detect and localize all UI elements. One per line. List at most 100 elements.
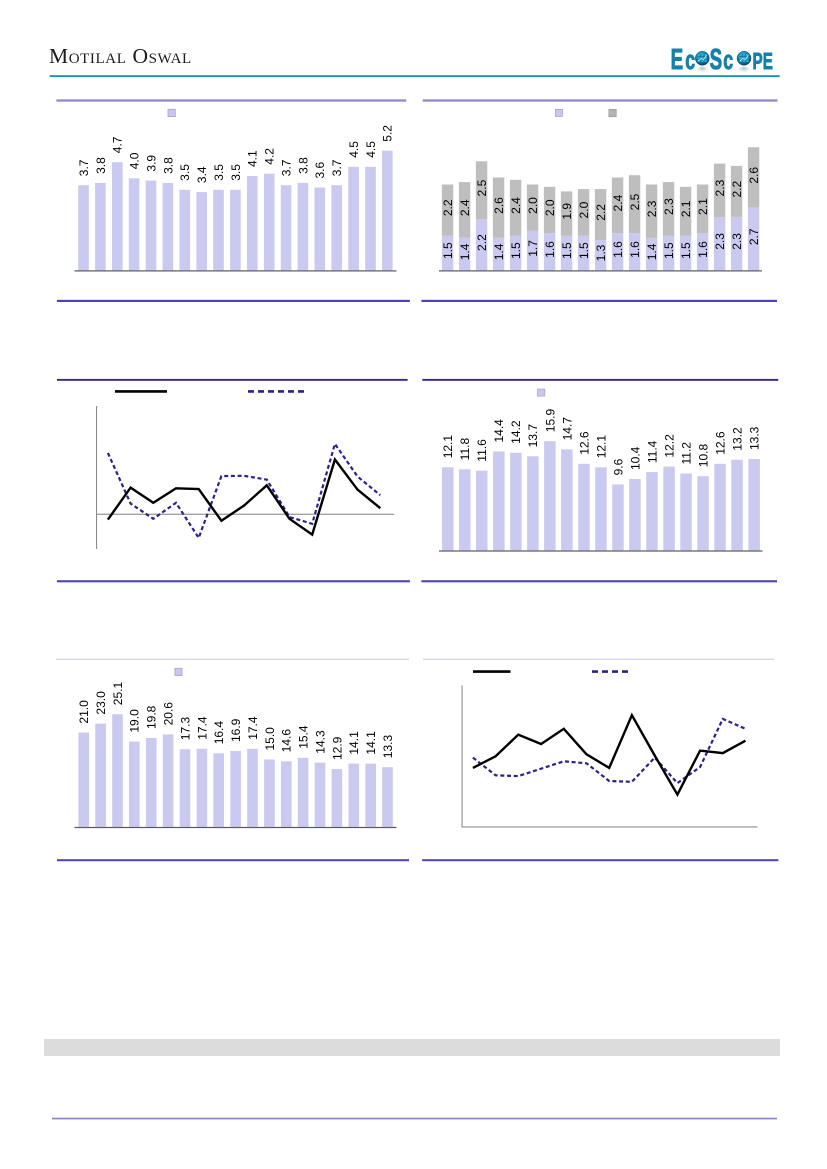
svg-text:1.6: 1.6 <box>543 241 557 258</box>
svg-text:13.7: 13.7 <box>526 424 540 448</box>
svg-text:2.1: 2.1 <box>679 200 693 217</box>
svg-text:4.7: 4.7 <box>111 136 125 153</box>
svg-text:1.3: 1.3 <box>594 244 608 261</box>
svg-text:10.4: 10.4 <box>628 446 642 470</box>
svg-text:2.3: 2.3 <box>713 233 727 250</box>
svg-text:19.0: 19.0 <box>128 709 142 733</box>
svg-text:11.6: 11.6 <box>475 439 489 462</box>
svg-text:2.2: 2.2 <box>730 181 744 198</box>
svg-text:2.0: 2.0 <box>526 197 540 214</box>
svg-text:13.3: 13.3 <box>748 426 762 450</box>
svg-text:14.1: 14.1 <box>347 731 361 755</box>
svg-text:3.5: 3.5 <box>178 164 192 181</box>
svg-text:1.5: 1.5 <box>577 242 591 259</box>
svg-text:E: E <box>763 49 773 75</box>
svg-text:2.3: 2.3 <box>713 179 727 196</box>
svg-text:1.4: 1.4 <box>458 243 472 260</box>
svg-text:3.4: 3.4 <box>195 166 209 183</box>
svg-text:15.9: 15.9 <box>543 409 557 433</box>
svg-text:16.9: 16.9 <box>229 718 243 742</box>
svg-text:2.6: 2.6 <box>747 167 761 184</box>
svg-text:14.2: 14.2 <box>509 420 523 444</box>
svg-text:c: c <box>723 44 733 75</box>
svg-text:1.9: 1.9 <box>560 203 574 220</box>
svg-text:4.1: 4.1 <box>246 150 260 167</box>
svg-text:2.7: 2.7 <box>747 228 761 245</box>
svg-text:12.6: 12.6 <box>577 431 591 455</box>
svg-text:14.1: 14.1 <box>364 731 378 755</box>
svg-text:c: c <box>685 44 695 75</box>
svg-text:15.4: 15.4 <box>297 725 311 749</box>
svg-text:2.5: 2.5 <box>628 193 642 210</box>
svg-text:2.4: 2.4 <box>611 194 625 211</box>
svg-text:2.0: 2.0 <box>543 199 557 216</box>
svg-text:15.0: 15.0 <box>263 727 277 751</box>
svg-text:3.8: 3.8 <box>296 157 310 174</box>
svg-text:3.9: 3.9 <box>144 155 158 172</box>
svg-text:1.6: 1.6 <box>611 241 625 258</box>
svg-text:1.5: 1.5 <box>560 242 574 259</box>
svg-text:2.3: 2.3 <box>645 200 659 217</box>
svg-text:4.5: 4.5 <box>347 141 361 158</box>
svg-text:11.2: 11.2 <box>679 442 693 465</box>
svg-text:2.5: 2.5 <box>475 179 489 196</box>
svg-text:E: E <box>671 44 684 76</box>
svg-text:1.6: 1.6 <box>628 241 642 258</box>
svg-text:12.1: 12.1 <box>594 435 608 459</box>
svg-text:20.6: 20.6 <box>162 702 176 726</box>
svg-text:4.5: 4.5 <box>364 141 378 158</box>
svg-text:13.2: 13.2 <box>731 427 745 451</box>
svg-text:2.4: 2.4 <box>509 197 523 214</box>
svg-text:14.4: 14.4 <box>492 419 506 443</box>
svg-text:12.2: 12.2 <box>662 434 676 458</box>
svg-text:2.3: 2.3 <box>730 233 744 250</box>
svg-text:3.6: 3.6 <box>313 161 327 178</box>
svg-text:11.8: 11.8 <box>458 438 472 461</box>
svg-text:2.2: 2.2 <box>441 199 455 216</box>
svg-text:S: S <box>710 44 723 76</box>
svg-text:4.2: 4.2 <box>263 148 277 165</box>
svg-text:1.4: 1.4 <box>492 243 506 260</box>
svg-text:12.6: 12.6 <box>714 431 728 455</box>
svg-text:23.0: 23.0 <box>94 691 108 715</box>
svg-text:2.2: 2.2 <box>594 204 608 221</box>
svg-text:1.5: 1.5 <box>509 242 523 259</box>
svg-text:14.6: 14.6 <box>280 729 294 753</box>
svg-text:2.1: 2.1 <box>696 198 710 215</box>
svg-text:12.9: 12.9 <box>330 736 344 760</box>
svg-text:17.4: 17.4 <box>246 716 260 740</box>
svg-text:11.4: 11.4 <box>645 440 659 463</box>
svg-text:2.6: 2.6 <box>492 197 506 214</box>
svg-text:1.5: 1.5 <box>662 242 676 259</box>
svg-text:13.3: 13.3 <box>381 735 395 759</box>
svg-text:3.7: 3.7 <box>280 159 294 176</box>
svg-text:3.8: 3.8 <box>161 157 175 174</box>
svg-text:2.0: 2.0 <box>577 201 591 218</box>
svg-text:2.3: 2.3 <box>662 198 676 215</box>
svg-text:3.8: 3.8 <box>94 157 108 174</box>
svg-text:12.1: 12.1 <box>441 435 455 459</box>
svg-text:1.6: 1.6 <box>696 241 710 258</box>
svg-text:1.5: 1.5 <box>441 242 455 259</box>
svg-text:17.4: 17.4 <box>195 716 209 740</box>
svg-text:1.4: 1.4 <box>645 243 659 260</box>
svg-text:3.7: 3.7 <box>330 159 344 176</box>
svg-text:3.7: 3.7 <box>77 159 91 176</box>
svg-text:5.2: 5.2 <box>381 125 395 142</box>
svg-text:3.5: 3.5 <box>229 164 243 181</box>
svg-text:21.0: 21.0 <box>77 700 91 724</box>
svg-text:2.4: 2.4 <box>458 199 472 216</box>
svg-text:17.3: 17.3 <box>178 717 192 741</box>
svg-text:1.7: 1.7 <box>526 240 540 257</box>
svg-text:16.4: 16.4 <box>212 721 226 745</box>
svg-text:19.8: 19.8 <box>145 705 159 729</box>
svg-text:4.0: 4.0 <box>128 152 142 169</box>
svg-text:10.8: 10.8 <box>696 444 710 468</box>
svg-text:1.5: 1.5 <box>679 242 693 259</box>
svg-text:3.5: 3.5 <box>212 164 226 181</box>
svg-text:2.2: 2.2 <box>475 234 489 251</box>
svg-text:14.7: 14.7 <box>560 417 574 441</box>
svg-text:P: P <box>753 49 763 75</box>
svg-text:14.3: 14.3 <box>313 730 327 754</box>
svg-text:25.1: 25.1 <box>111 682 125 706</box>
